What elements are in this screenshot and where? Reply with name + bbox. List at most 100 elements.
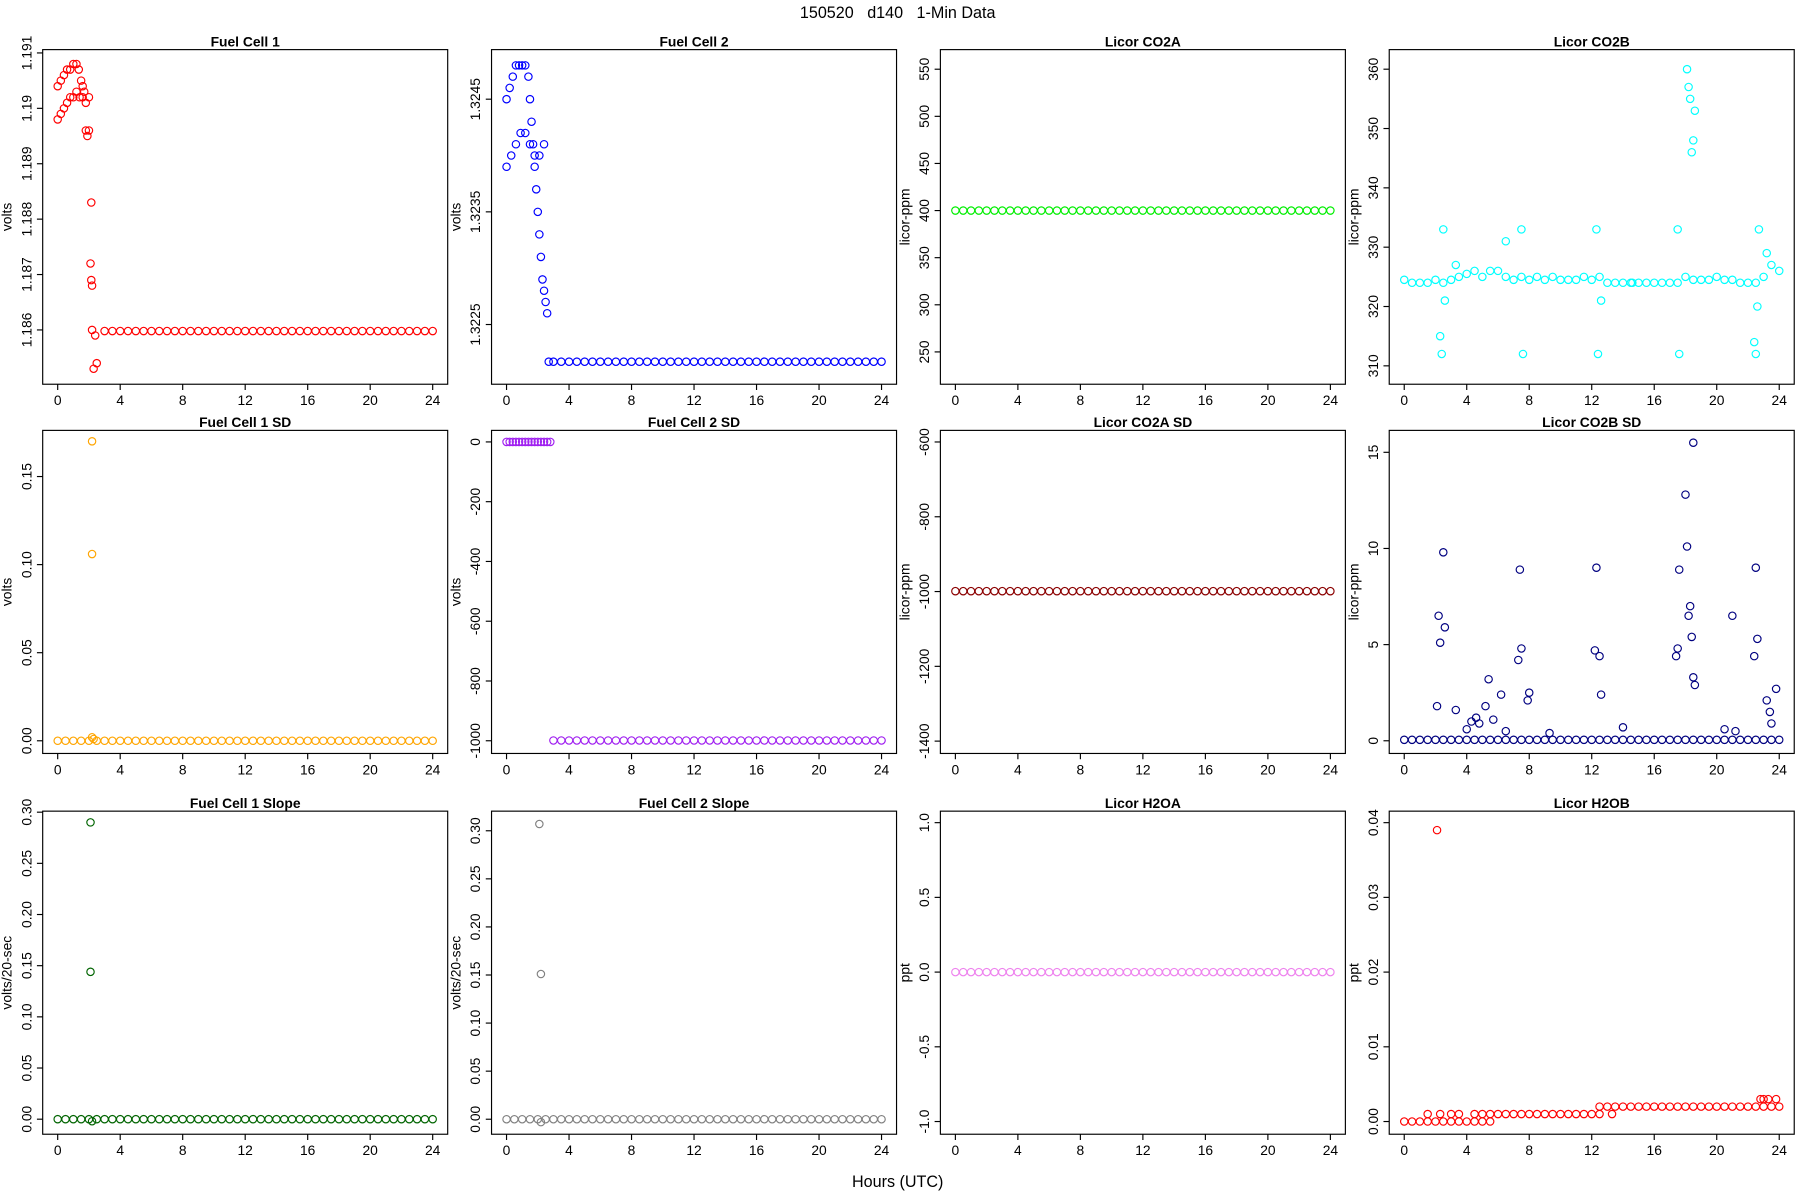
point [1435, 331, 1445, 341]
x-axis-label: Hours (UTC) [852, 1173, 943, 1191]
point [1439, 225, 1448, 234]
point [1712, 272, 1722, 282]
point [1485, 1117, 1495, 1126]
x-tick-label: 4 [1014, 761, 1022, 777]
point [1423, 1109, 1432, 1119]
point [541, 297, 550, 307]
point [87, 549, 97, 559]
point [1517, 644, 1526, 653]
panel-title: Licor H2OB [1554, 795, 1630, 811]
y-tick-label: 0.05 [467, 1057, 483, 1084]
x-tick-label: 4 [1014, 392, 1022, 408]
x-tick-label: 0 [54, 1142, 62, 1158]
point [514, 61, 524, 70]
point [1517, 272, 1526, 282]
point [1514, 655, 1523, 665]
x-tick-label: 0 [1400, 761, 1408, 777]
x-tick-label: 4 [116, 1142, 124, 1158]
point [1454, 1109, 1464, 1119]
point [1671, 651, 1681, 661]
y-tick-label: 5 [1365, 640, 1381, 648]
point [1540, 275, 1550, 285]
point [533, 207, 543, 217]
y-tick-label: 0.01 [1365, 1033, 1381, 1060]
panel-title: Fuel Cell 1 SD [199, 414, 291, 430]
x-tick-label: 12 [237, 1142, 252, 1158]
point [1489, 715, 1498, 724]
point [544, 357, 553, 366]
x-tick-label: 16 [1198, 761, 1214, 777]
point [428, 736, 437, 746]
point [1720, 724, 1729, 734]
panel-title: Licor CO2B SD [1542, 414, 1641, 430]
point [1762, 248, 1772, 258]
plot-frame [490, 429, 898, 755]
y-tick-label: 0.02 [1365, 959, 1381, 986]
point [527, 117, 536, 126]
point [1478, 272, 1487, 282]
point [81, 126, 91, 135]
plot-frame [490, 49, 898, 385]
point [1451, 260, 1461, 270]
x-tick-label: 20 [362, 1142, 378, 1158]
panel-title: Licor H2OA [1105, 795, 1181, 811]
x-tick-label: 24 [425, 1142, 441, 1158]
x-tick-label: 16 [1647, 392, 1663, 408]
x-tick-label: 16 [749, 761, 765, 777]
point [1474, 719, 1484, 728]
point [1518, 349, 1528, 359]
x-tick-label: 4 [565, 1142, 573, 1158]
y-tick-label: 450 [916, 152, 932, 175]
y-tick-label: 0 [1365, 737, 1381, 745]
point [89, 734, 98, 744]
point [69, 59, 78, 69]
point [516, 128, 525, 138]
point [1592, 563, 1601, 572]
point [1774, 1102, 1784, 1111]
point [538, 275, 547, 284]
point [530, 151, 539, 160]
plot-frame [939, 810, 1346, 1135]
panel-title: Licor CO2B [1554, 33, 1630, 49]
point [528, 139, 538, 149]
y-tick-label: -1.0 [916, 1109, 932, 1133]
x-tick-label: 24 [1323, 392, 1339, 408]
point [1470, 266, 1479, 276]
point [1440, 623, 1450, 632]
x-tick-label: 0 [503, 392, 511, 408]
point [84, 126, 94, 135]
y-tick-label: 0.00 [18, 727, 34, 754]
point [542, 308, 552, 318]
point [1607, 1109, 1617, 1119]
y-tick-label: 350 [1365, 117, 1381, 140]
point [74, 65, 84, 74]
point [87, 1116, 97, 1126]
point [1435, 638, 1445, 647]
point [530, 162, 539, 172]
panel-title: Fuel Cell 2 Slope [639, 795, 750, 811]
point [521, 61, 530, 70]
point [506, 151, 516, 160]
point [511, 61, 521, 70]
point [1590, 646, 1600, 655]
point [536, 252, 546, 262]
point [1689, 136, 1698, 145]
x-tick-label: 20 [1709, 1142, 1725, 1158]
panel: Licor H2OB ppt 0 4 8 12 16 20 24 0.00 0.01 0.02 0.03… [1345, 795, 1795, 1158]
x-tick-label: 4 [1463, 392, 1471, 408]
point [1618, 723, 1628, 732]
x-tick-label: 4 [116, 761, 124, 777]
x-tick-label: 8 [179, 392, 187, 408]
x-tick-label: 24 [874, 1142, 890, 1158]
y-axis-label: volts/20-sec [448, 936, 464, 1010]
point [1571, 275, 1581, 285]
panel: Licor H2OA ppt 0 4 8 12 16 20 24 -1.0 -0.5 0.0 0.5 1.… [896, 795, 1346, 1158]
point [502, 94, 511, 104]
point [539, 437, 549, 447]
point [1751, 278, 1761, 288]
point [1595, 272, 1604, 282]
y-tick-label: -800 [467, 667, 483, 695]
y-tick-label: 0.10 [18, 551, 34, 578]
y-tick-label: 1.0 [916, 813, 932, 833]
point [1509, 275, 1518, 285]
